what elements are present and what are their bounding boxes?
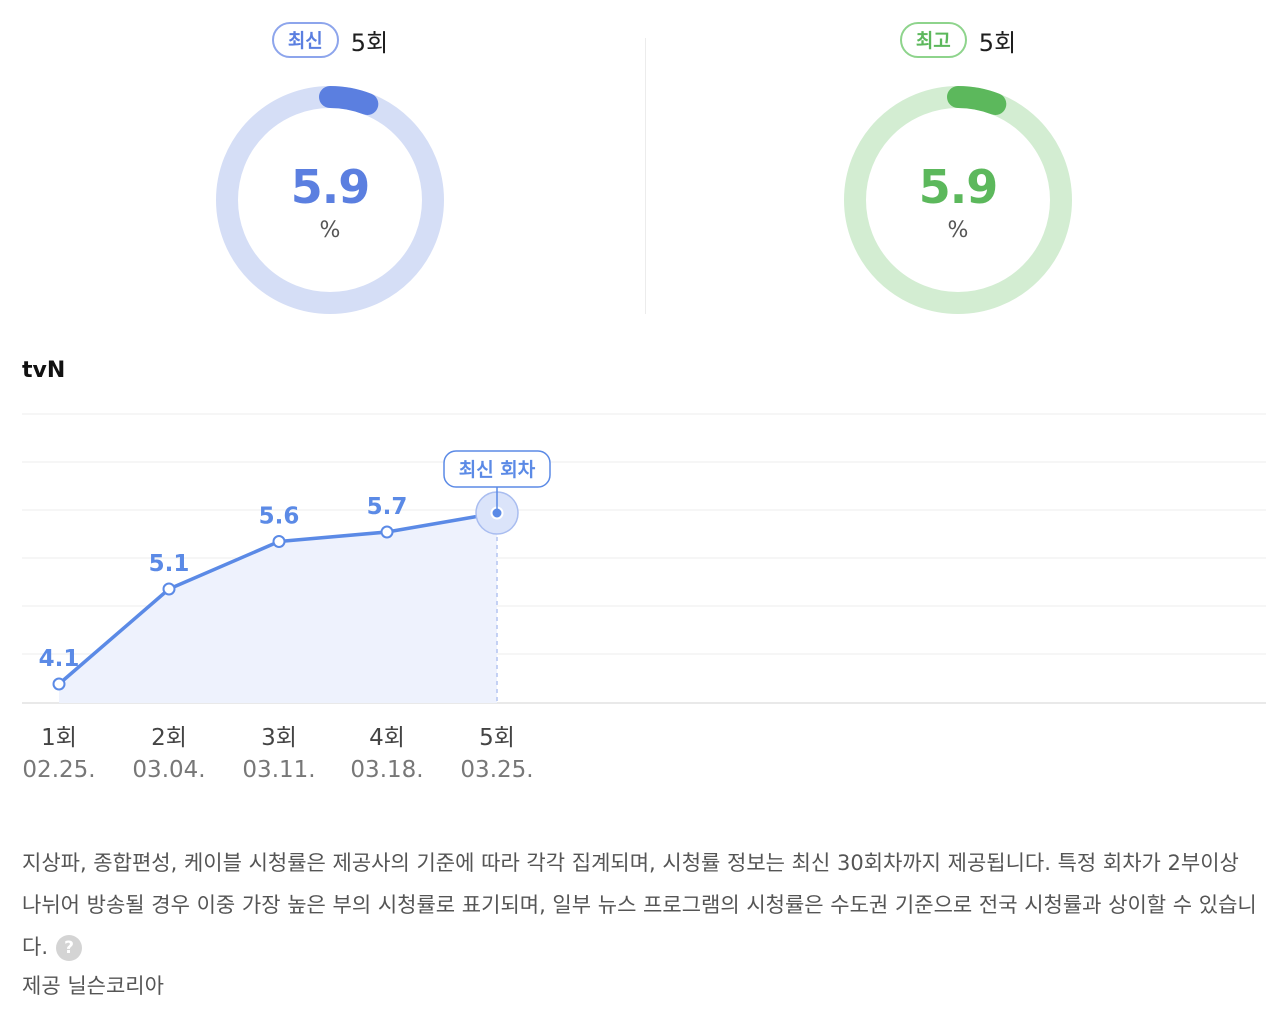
x-tick-date-2: 03.04. [132,757,205,783]
latest-rating-ring [216,86,444,314]
latest-episode: 5회 [350,28,389,57]
data-point-1 [52,677,66,691]
rating-area [59,513,497,703]
notice-text: 지상파, 종합편성, 케이블 시청률은 제공사의 기준에 따라 각각 집계되며,… [22,851,1257,959]
latest-rating-unit: % [319,218,341,243]
x-tick-episode-3: 3회 [261,725,297,751]
rating-trend-chart: 4.15.15.65.75.9최신 회차1회02.25.2회03.04.3회03… [22,413,1266,783]
latest-badge: 최신 [271,22,339,58]
data-point-4 [380,525,394,539]
question-circle-icon[interactable]: ? [56,935,82,961]
x-tick-episode-4: 4회 [369,725,405,751]
x-tick-episode-2: 2회 [151,725,187,751]
latest-ring-progress [216,86,444,314]
x-tick-date-5: 03.25. [460,757,533,783]
value-label-4: 5.7 [367,494,408,520]
value-label-3: 5.6 [259,504,300,530]
x-tick-episode-5: 5회 [479,725,515,751]
data-point-2 [162,582,176,596]
rating-summary: 최신 5회 5.9 % 최고 5회 5.9 % [0,0,1288,330]
x-tick-episode-1: 1회 [41,725,77,751]
best-rating-ring [844,86,1072,314]
best-gauge-header: 최고 5회 [808,22,1108,58]
data-point-5 [490,506,504,520]
best-rating-gauge: 최고 5회 5.9 % [808,0,1108,330]
value-label-2: 5.1 [149,551,190,577]
best-ring-progress [844,86,1072,314]
rating-notice: 지상파, 종합편성, 케이블 시청률은 제공사의 기준에 따라 각각 집계되며,… [22,842,1262,968]
best-badge: 최고 [899,22,967,58]
latest-callout-box [443,450,551,488]
best-episode: 5회 [978,28,1017,57]
best-rating-unit: % [947,218,969,243]
latest-rating-gauge: 최신 5회 5.9 % [180,0,480,330]
summary-divider [645,38,646,314]
latest-gauge-header: 최신 5회 [180,22,480,58]
best-rating-value: 5.9 [918,160,999,214]
data-provider: 제공 닐슨코리아 [22,974,164,998]
latest-rating-value: 5.9 [290,160,371,214]
channel-name: tvN [22,358,66,383]
x-tick-date-4: 03.18. [350,757,423,783]
x-tick-date-1: 02.25. [22,757,95,783]
latest-callout-label: 최신 회차 [459,459,536,481]
data-point-3 [272,535,286,548]
x-tick-date-3: 03.11. [242,757,315,783]
value-label-1: 4.1 [39,646,80,672]
